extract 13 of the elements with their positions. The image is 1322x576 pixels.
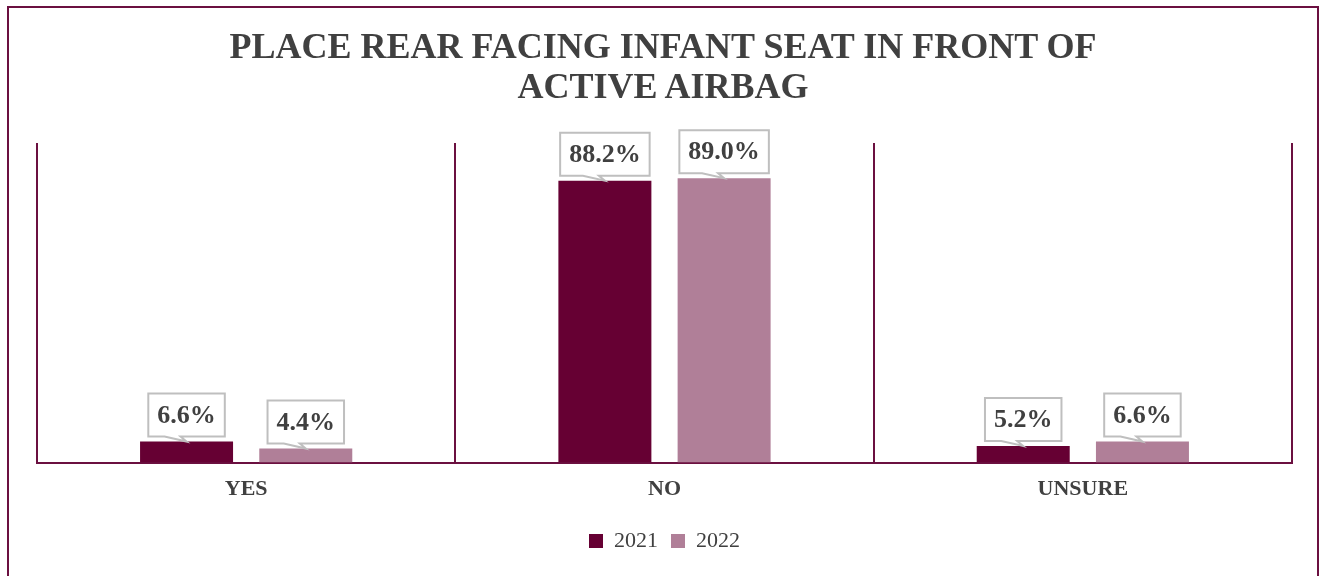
x-tick-label: NO — [648, 475, 681, 501]
bar — [259, 448, 353, 463]
legend-label: 2022 — [696, 526, 740, 552]
data-label: 4.4% — [276, 406, 336, 436]
x-tick-label: YES — [224, 475, 268, 501]
data-label: 6.6% — [157, 399, 216, 429]
legend-label: 2021 — [614, 526, 658, 552]
data-label: 88.2% — [569, 138, 641, 168]
data-label: 5.2% — [993, 404, 1053, 434]
chart-title: PLACE REAR FACING INFANT SEAT IN FRONT OF ACTIVE AIRBAG — [228, 26, 1098, 106]
data-label: 89.0% — [688, 136, 760, 166]
data-label: 6.6% — [1113, 399, 1172, 429]
x-tick-label: UNSURE — [1037, 475, 1129, 501]
